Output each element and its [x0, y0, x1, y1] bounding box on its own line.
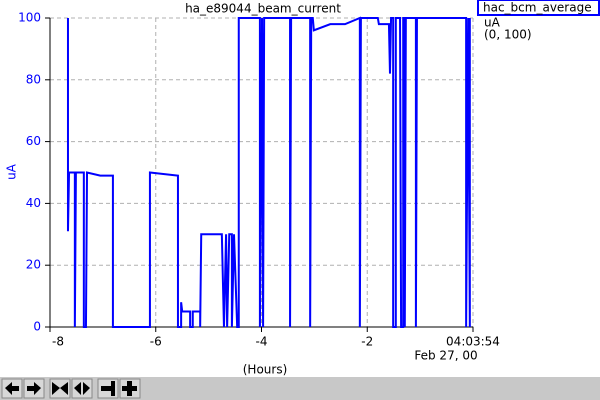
data-line: [66, 16, 471, 328]
y-axis-label: uA: [5, 163, 19, 180]
x-axis-label: (Hours): [243, 363, 288, 377]
chart-title: ha_e89044_beam_current: [185, 2, 341, 16]
y-tick-label: 100: [18, 11, 41, 25]
zoom-both-button[interactable]: [119, 378, 141, 399]
x-tick-label: -2: [361, 335, 373, 349]
y-tick-label: 60: [26, 134, 41, 148]
y-tick-label: 20: [26, 258, 41, 272]
legend-units: uA: [484, 16, 501, 30]
toolbar: [0, 377, 600, 400]
pan-right-button[interactable]: [23, 378, 45, 399]
toolbar-buttons: [1, 378, 141, 399]
y-tick-label: 0: [33, 320, 41, 334]
legend-entry: hac_bcm_average: [483, 1, 592, 15]
plot: 0 20 40 60 80 100 -8 -6 -4 -2 04:03:54: [18, 11, 500, 349]
y-tick-label: 80: [26, 72, 41, 86]
x-tick-label: -6: [150, 335, 162, 349]
x-date: Feb 27, 00: [414, 349, 477, 363]
x-tick-label: 04:03:54: [446, 335, 500, 349]
x-tick-label: -8: [52, 335, 64, 349]
pan-left-button[interactable]: [1, 378, 23, 399]
zoom-out-button[interactable]: [71, 378, 93, 399]
legend-range: (0, 100): [484, 28, 532, 42]
x-tick-label: -4: [256, 335, 268, 349]
zoom-in-button[interactable]: [49, 378, 71, 399]
y-tick-label: 40: [26, 196, 41, 210]
pan-down-button[interactable]: [97, 378, 119, 399]
legend-box: [477, 0, 600, 16]
